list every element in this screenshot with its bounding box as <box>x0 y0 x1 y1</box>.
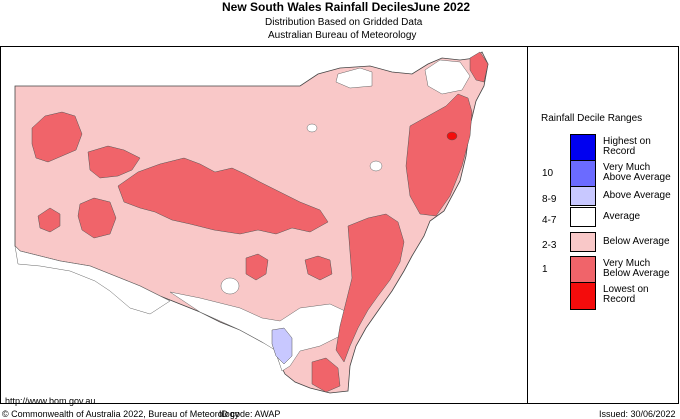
legend-item-label: Average <box>603 211 641 222</box>
very-much-below-area-south-coast <box>335 213 405 363</box>
average-area-northeast <box>335 67 373 89</box>
legend-item-swatch <box>570 160 596 188</box>
footer-copyright: © Commonwealth of Australia 2022, Bureau… <box>2 409 240 419</box>
legend-item-label: Above Average <box>603 190 671 201</box>
legend-item-swatch <box>570 207 596 227</box>
legend-item-swatch <box>570 134 596 162</box>
lowest-on-record-patch <box>446 131 458 141</box>
very-much-below-area-southeast <box>311 357 341 393</box>
footer-id-code: ID code: AWAP <box>219 409 281 419</box>
legend-item-code: 4-7 <box>542 215 557 226</box>
legend-item: 10 Very Much Above Average <box>542 160 677 188</box>
very-much-below-area-central <box>117 157 329 235</box>
nsw-rainfall-map <box>14 51 489 394</box>
very-much-below-area-far-west <box>37 207 61 233</box>
very-much-below-area-west <box>77 197 117 239</box>
very-much-below-area-south-central <box>304 255 333 281</box>
above-average-patch <box>271 327 293 365</box>
very-much-below-area-east-coast <box>405 93 473 217</box>
average-patch-3 <box>369 160 383 172</box>
footer-url[interactable]: http://www.bom.gov.au <box>5 396 96 406</box>
average-area-south <box>169 291 346 372</box>
legend-item-code: 8-9 <box>542 194 557 205</box>
legend-divider <box>527 46 528 404</box>
legend-item-code: 1 <box>542 264 548 275</box>
average-patch-2 <box>306 123 318 133</box>
map-title: New South Wales Rainfall Deciles <box>222 0 414 14</box>
very-much-below-area-north-central <box>87 145 141 179</box>
very-much-below-area-lake <box>245 253 269 281</box>
average-patch-1 <box>220 277 240 295</box>
legend-item: Lowest on Record <box>542 282 677 310</box>
legend-item-code: 2-3 <box>542 240 557 251</box>
average-area-southwest <box>14 245 171 315</box>
legend-item: 1 Very Much Below Average <box>542 256 677 284</box>
legend-item-swatch <box>570 232 596 252</box>
map-subtitle-2: Australian Bureau of Meteorology <box>268 30 417 41</box>
legend-title: Rainfall Decile Ranges <box>541 113 643 124</box>
legend-item: 8-9 Above Average <box>542 186 677 214</box>
legend-item-label: Very Much Below Average <box>603 258 670 279</box>
map-subtitle-1: Distribution Based on Gridded Data <box>265 17 423 28</box>
legend-item-swatch <box>570 282 596 310</box>
very-much-below-area-northeast-tip <box>469 51 489 83</box>
map-title-bar: New South Wales Rainfall Deciles June 20… <box>0 0 540 14</box>
map-month: June 2022 <box>412 0 471 14</box>
legend-item-swatch <box>570 186 596 206</box>
legend-item-code: 10 <box>542 168 554 179</box>
average-area-north <box>424 59 471 95</box>
legend-item: Highest on Record <box>542 134 677 162</box>
legend-item: 4-7 Average <box>542 207 677 235</box>
legend-item: 2-3 Below Average <box>542 232 677 260</box>
legend-item-label: Very Much Above Average <box>603 162 671 183</box>
legend-item-label: Below Average <box>603 236 670 247</box>
footer-issued: Issued: 30/06/2022 <box>599 409 676 419</box>
very-much-below-area-northwest <box>31 111 83 163</box>
legend-item-label: Highest on Record <box>603 136 651 157</box>
legend-item-label: Lowest on Record <box>603 284 649 305</box>
map-frame <box>0 46 679 404</box>
legend-item-swatch <box>570 256 596 284</box>
